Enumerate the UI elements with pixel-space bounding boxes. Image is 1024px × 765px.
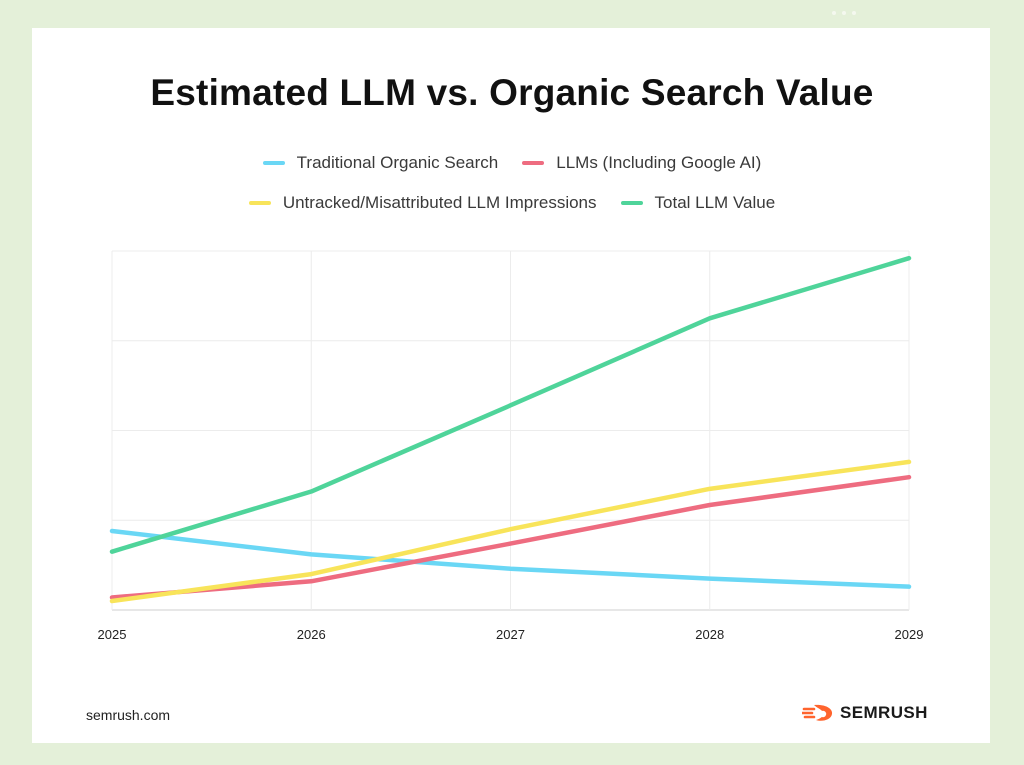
legend-swatch-untracked bbox=[248, 201, 271, 205]
legend-row-1: Traditional Organic Search LLMs (Includi… bbox=[0, 153, 1024, 173]
legend-item-total: Total LLM Value bbox=[620, 193, 776, 213]
semrush-flame-icon bbox=[802, 704, 833, 721]
series-line-traditional bbox=[109, 528, 912, 589]
window-dots bbox=[832, 11, 856, 15]
series-line-total bbox=[109, 255, 912, 554]
legend-item-untracked: Untracked/Misattributed LLM Impressions bbox=[248, 193, 597, 213]
legend-label-total: Total LLM Value bbox=[654, 193, 776, 212]
legend-label-llms: LLMs (Including Google AI) bbox=[556, 153, 762, 172]
x-tick-label: 2027 bbox=[496, 627, 525, 642]
footer-site: semrush.com bbox=[86, 707, 171, 723]
window-dot bbox=[842, 11, 846, 15]
legend-swatch-total bbox=[620, 201, 643, 205]
legend-row-2: Untracked/Misattributed LLM Impressions … bbox=[0, 193, 1024, 213]
legend-swatch-llms bbox=[522, 161, 545, 165]
x-tick-label: 2026 bbox=[297, 627, 326, 642]
x-tick-label: 2028 bbox=[695, 627, 724, 642]
legend-item-traditional: Traditional Organic Search bbox=[262, 153, 499, 173]
chart-title: Estimated LLM vs. Organic Search Value bbox=[150, 72, 874, 113]
legend-item-llms: LLMs (Including Google AI) bbox=[522, 153, 761, 173]
semrush-logo: SEMRUSH bbox=[802, 703, 928, 723]
series-line-untracked bbox=[109, 459, 912, 604]
series-line-llms bbox=[109, 474, 912, 600]
x-tick-label: 2029 bbox=[895, 627, 924, 642]
legend-swatch-traditional bbox=[262, 161, 285, 165]
x-tick-label: 2025 bbox=[98, 627, 127, 642]
window-dot bbox=[832, 11, 836, 15]
legend-label-traditional: Traditional Organic Search bbox=[296, 153, 499, 172]
legend-label-untracked: Untracked/Misattributed LLM Impressions bbox=[282, 193, 597, 212]
semrush-logo-text: SEMRUSH bbox=[840, 703, 928, 722]
window-dot bbox=[852, 11, 856, 15]
